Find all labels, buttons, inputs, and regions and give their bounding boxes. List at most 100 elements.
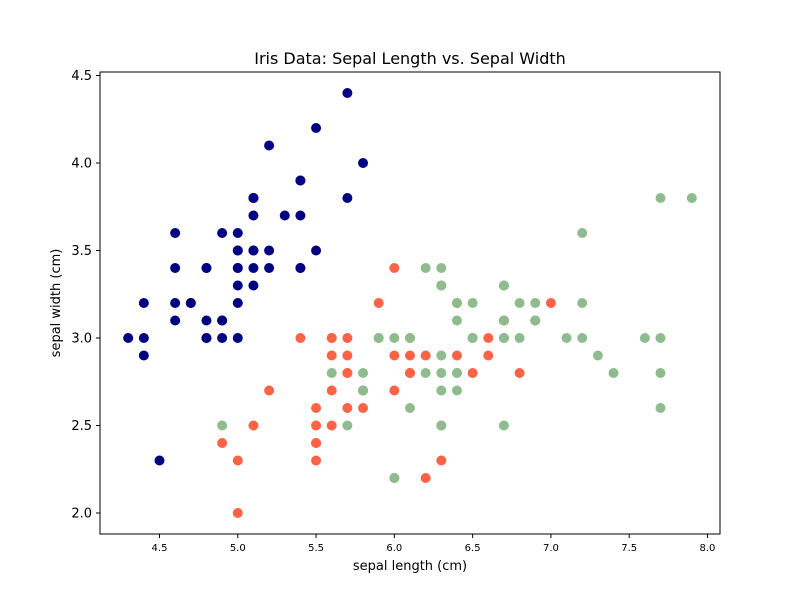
scatter-point xyxy=(655,193,666,203)
x-tick-label: 8.0 xyxy=(700,543,716,554)
scatter-point xyxy=(232,228,243,238)
scatter-point xyxy=(420,350,431,361)
scatter-point xyxy=(451,350,462,361)
scatter-point xyxy=(154,455,165,466)
scatter-point xyxy=(389,350,400,361)
scatter-point xyxy=(655,333,666,343)
scatter-point xyxy=(217,333,228,343)
scatter-point xyxy=(232,455,243,466)
scatter-point xyxy=(436,385,447,396)
scatter-point xyxy=(436,280,447,291)
scatter-point xyxy=(420,473,431,483)
scatter-point xyxy=(295,210,306,221)
scatter-point xyxy=(201,263,212,273)
scatter-point xyxy=(498,333,509,343)
scatter-point xyxy=(436,263,447,273)
scatter-point xyxy=(639,333,650,343)
scatter-point xyxy=(451,385,462,396)
scatter-point xyxy=(436,350,447,361)
x-tick-label: 5.5 xyxy=(308,543,324,554)
scatter-point xyxy=(170,298,181,308)
scatter-point xyxy=(514,333,525,343)
scatter-point xyxy=(373,333,384,343)
y-tick-label: 2.0 xyxy=(71,507,92,522)
y-tick-label: 2.5 xyxy=(71,419,92,434)
scatter-point xyxy=(264,385,275,396)
y-tick-label: 4.5 xyxy=(71,69,92,84)
scatter-point xyxy=(232,298,243,308)
scatter-point xyxy=(217,420,228,431)
scatter-point xyxy=(498,280,509,291)
scatter-point xyxy=(451,298,462,308)
x-tick-label: 6.0 xyxy=(386,543,402,554)
scatter-point xyxy=(232,508,243,518)
scatter-point xyxy=(311,438,322,448)
x-axis: 4.5 5.0 5.5 6.0 6.5 7.0 7.5 8.0 xyxy=(152,534,716,554)
scatter-point xyxy=(138,350,149,361)
scatter-point xyxy=(232,263,243,273)
scatter-point xyxy=(342,193,353,203)
scatter-point xyxy=(264,263,275,273)
scatter-point xyxy=(514,368,525,378)
scatter-point xyxy=(530,315,541,326)
y-axis: 2.0 2.5 3.0 3.5 4.0 4.5 xyxy=(71,69,100,522)
scatter-point xyxy=(295,175,306,186)
scatter-point xyxy=(389,385,400,396)
scatter-point xyxy=(201,333,212,343)
scatter-point xyxy=(467,368,478,378)
scatter-point xyxy=(655,368,666,378)
scatter-point xyxy=(389,473,400,483)
scatter-point xyxy=(311,245,322,256)
scatter-point xyxy=(467,298,478,308)
scatter-point xyxy=(279,210,290,221)
axes-frame xyxy=(99,71,721,535)
scatter-point xyxy=(123,333,134,343)
scatter-point xyxy=(342,88,353,98)
scatter-point xyxy=(358,158,369,168)
scatter-point xyxy=(686,193,697,203)
scatter-point xyxy=(342,420,353,431)
scatter-point xyxy=(248,263,259,273)
scatter-point xyxy=(217,315,228,326)
scatter-point xyxy=(530,298,541,308)
scatter-point xyxy=(577,228,588,238)
scatter-point xyxy=(248,245,259,256)
scatter-point xyxy=(451,315,462,326)
scatter-point xyxy=(342,403,353,413)
scatter-point xyxy=(498,420,509,431)
scatter-point xyxy=(326,420,337,431)
y-axis-label: sepal width (cm) xyxy=(49,249,64,358)
scatter-point xyxy=(608,368,619,378)
y-tick-label: 3.5 xyxy=(71,244,92,259)
scatter-point xyxy=(170,228,181,238)
scatter-point xyxy=(264,245,275,256)
scatter-point xyxy=(201,315,212,326)
scatter-point xyxy=(232,245,243,256)
plot-area xyxy=(123,88,697,518)
scatter-point xyxy=(311,403,322,413)
scatter-point xyxy=(358,385,369,396)
scatter-point xyxy=(311,455,322,466)
scatter-point xyxy=(326,333,337,343)
scatter-point xyxy=(170,263,181,273)
scatter-point xyxy=(436,455,447,466)
x-tick-label: 7.0 xyxy=(543,543,559,554)
scatter-point xyxy=(295,263,306,273)
scatter-point xyxy=(248,280,259,291)
scatter-point xyxy=(373,298,384,308)
scatter-point xyxy=(436,420,447,431)
scatter-point xyxy=(342,368,353,378)
scatter-point xyxy=(342,333,353,343)
scatter-point xyxy=(483,333,494,343)
scatter-point xyxy=(358,403,369,413)
scatter-point xyxy=(405,368,415,378)
scatter-point xyxy=(420,368,431,378)
scatter-point xyxy=(217,228,228,238)
scatter-point xyxy=(577,298,588,308)
scatter-point xyxy=(514,298,525,308)
scatter-point xyxy=(358,368,369,378)
scatter-point xyxy=(405,350,415,361)
